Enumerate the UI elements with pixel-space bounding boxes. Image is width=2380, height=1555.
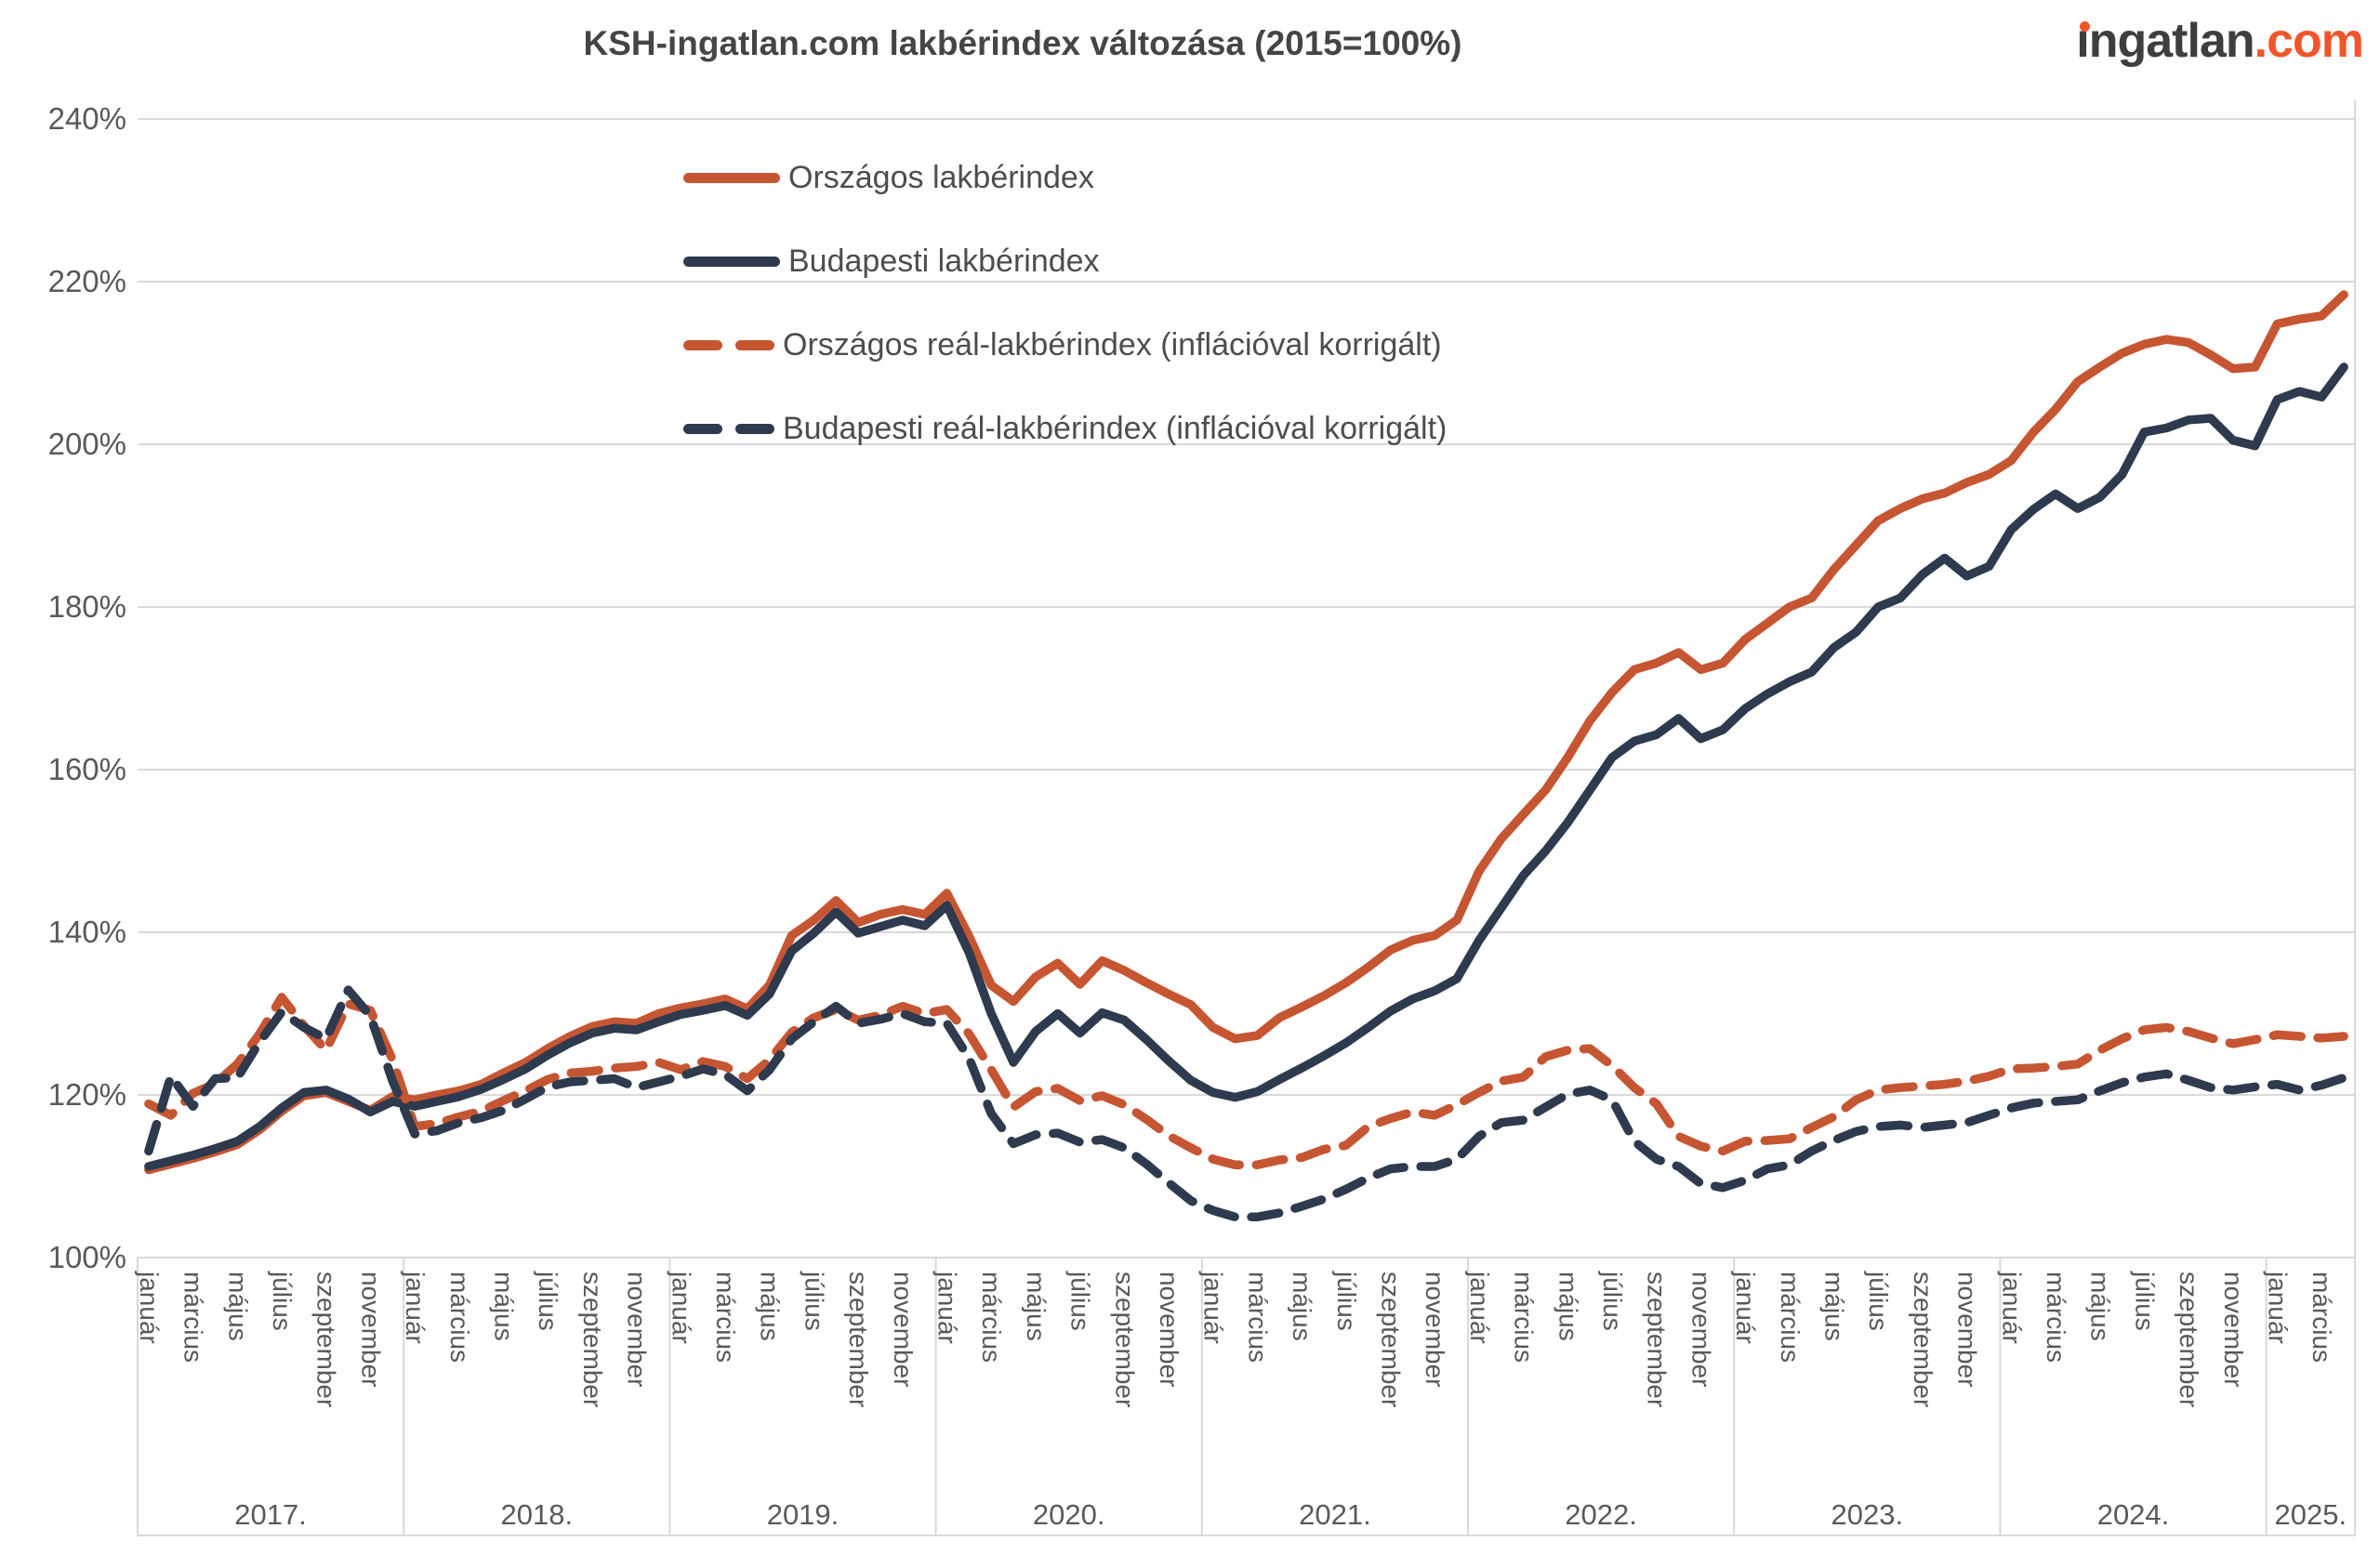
x-month-label: szeptember xyxy=(1643,1272,1672,1407)
x-month-label: november xyxy=(889,1272,918,1388)
x-month-label: március xyxy=(977,1272,1006,1363)
x-month-label: március xyxy=(445,1272,474,1363)
x-month-label: január xyxy=(667,1271,695,1344)
x-month-label: július xyxy=(2130,1271,2159,1331)
x-month-label: november xyxy=(2219,1272,2248,1388)
x-month-label: március xyxy=(1510,1272,1539,1363)
x-axis: január március május július szeptember novemb… xyxy=(135,100,2356,1536)
x-year-label: 2025. xyxy=(2275,1498,2347,1531)
x-month-label: március xyxy=(2307,1272,2336,1363)
x-month-label: május xyxy=(756,1272,785,1341)
x-month-label: július xyxy=(1598,1271,1627,1331)
x-month-label: november xyxy=(1421,1272,1449,1388)
series-0-solid xyxy=(144,290,2348,1175)
x-year-label: 2024. xyxy=(2097,1498,2170,1531)
series-3-dashed xyxy=(144,985,2348,1222)
logo-tld: .com xyxy=(2254,14,2364,68)
x-month-label: május xyxy=(490,1272,519,1341)
legend-swatch-dashed-orange xyxy=(683,339,774,350)
series-1-solid xyxy=(144,362,2348,1171)
x-month-label: január xyxy=(1199,1271,1228,1344)
y-tick-label: 200% xyxy=(47,427,126,461)
x-month-label: május xyxy=(223,1272,252,1341)
x-year-label: 2023. xyxy=(1831,1498,1904,1531)
x-month-label: január xyxy=(1997,1271,2026,1344)
x-year-label: 2021. xyxy=(1299,1498,1371,1531)
series-2-dashed xyxy=(144,993,2348,1170)
legend-label: Országos lakbérindex xyxy=(788,159,1094,195)
x-month-label: január xyxy=(135,1271,164,1344)
y-tick-label: 220% xyxy=(47,264,126,298)
x-month-label: november xyxy=(1155,1272,1183,1388)
logo-i-dot-icon xyxy=(2080,21,2091,32)
legend: Országos lakbérindex Budapesti lakbérind… xyxy=(683,136,1799,470)
y-tick-label: 140% xyxy=(47,915,126,949)
x-month-label: március xyxy=(1243,1272,1272,1363)
x-month-label: május xyxy=(2086,1272,2115,1341)
legend-label: Budapesti reál-lakbérindex (inflációval … xyxy=(783,410,1448,446)
x-year-label: 2020. xyxy=(1033,1498,1105,1531)
x-month-label: november xyxy=(1953,1272,1982,1388)
legend-item-orszagos: Országos lakbérindex xyxy=(683,136,1799,219)
x-month-label: március xyxy=(2042,1272,2070,1363)
x-month-label: március xyxy=(711,1272,740,1363)
x-month-label: január xyxy=(1731,1271,1760,1344)
x-month-label: szeptember xyxy=(312,1272,341,1407)
x-month-label: május xyxy=(1288,1272,1316,1341)
x-month-label: szeptember xyxy=(1110,1272,1139,1407)
x-year-label: 2018. xyxy=(501,1498,574,1531)
x-month-label: július xyxy=(800,1271,828,1331)
x-month-label: szeptember xyxy=(2175,1272,2203,1407)
x-month-label: március xyxy=(179,1272,208,1363)
x-month-label: november xyxy=(623,1272,652,1388)
x-year-label: 2017. xyxy=(234,1498,307,1531)
y-tick-label: 160% xyxy=(47,752,126,786)
x-month-label: szeptember xyxy=(844,1272,873,1407)
x-month-label: július xyxy=(1864,1271,1893,1331)
x-month-label: július xyxy=(534,1271,562,1331)
y-tick-label: 120% xyxy=(47,1077,126,1112)
legend-item-budapesti: Budapesti lakbérindex xyxy=(683,219,1799,303)
legend-swatch-solid-orange xyxy=(683,172,780,183)
x-month-label: szeptember xyxy=(1377,1272,1406,1407)
x-month-label: július xyxy=(1332,1271,1361,1331)
legend-item-orszagos-real: Országos reál-lakbérindex (inflációval k… xyxy=(683,303,1799,387)
x-month-label: november xyxy=(1686,1272,1715,1388)
x-month-label: január xyxy=(2264,1271,2293,1344)
x-month-label: május xyxy=(1022,1272,1051,1341)
y-tick-label: 240% xyxy=(47,101,126,136)
x-month-label: szeptember xyxy=(578,1272,607,1407)
y-tick-label: 100% xyxy=(47,1240,126,1274)
x-month-label: január xyxy=(1465,1271,1494,1344)
x-month-label: március xyxy=(1776,1272,1805,1363)
x-month-label: május xyxy=(1554,1272,1582,1341)
x-month-label: július xyxy=(268,1271,297,1331)
x-month-label: január xyxy=(933,1271,962,1344)
x-month-label: január xyxy=(401,1271,430,1344)
x-month-label: július xyxy=(1066,1271,1095,1331)
x-year-label: 2019. xyxy=(767,1498,840,1531)
legend-label: Országos reál-lakbérindex (inflációval k… xyxy=(783,326,1442,362)
legend-swatch-solid-navy xyxy=(683,256,780,267)
legend-item-budapesti-real: Budapesti reál-lakbérindex (inflációval … xyxy=(683,387,1799,470)
y-tick-label: 180% xyxy=(47,589,126,624)
x-month-label: május xyxy=(1820,1272,1849,1341)
legend-label: Budapesti lakbérindex xyxy=(788,243,1100,279)
x-year-label: 2022. xyxy=(1565,1498,1637,1531)
legend-swatch-dashed-navy xyxy=(683,423,774,434)
x-month-label: november xyxy=(356,1272,385,1388)
ingatlan-logo: ıngatlan.com xyxy=(2076,13,2364,69)
x-month-label: szeptember xyxy=(1909,1272,1937,1407)
logo-wordmark: ıngatlan xyxy=(2076,14,2254,68)
chart-title: KSH-ingatlan.com lakbérindex változása (… xyxy=(583,24,1462,62)
